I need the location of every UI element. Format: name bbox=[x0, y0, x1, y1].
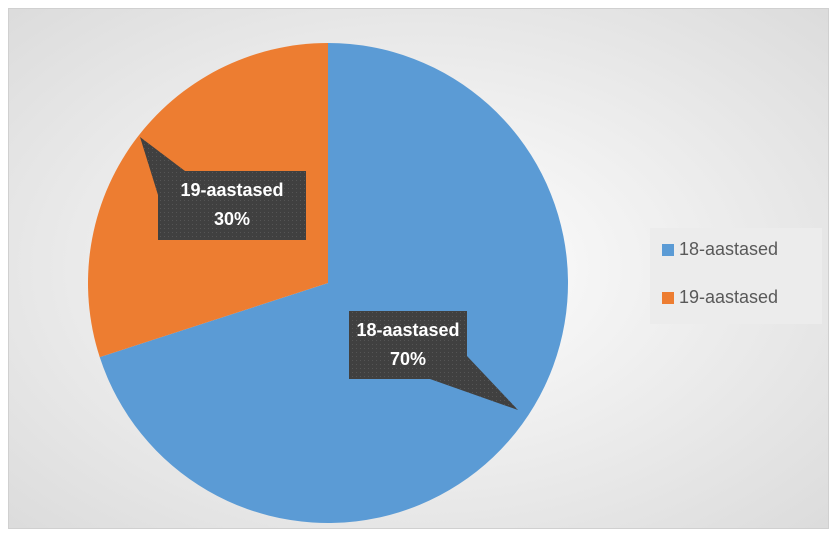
legend-swatch bbox=[662, 244, 674, 256]
pie-slice bbox=[99, 43, 569, 523]
legend-label: 19-aastased bbox=[679, 287, 778, 307]
data-label-box bbox=[349, 311, 467, 379]
data-label-category: 18-aastased bbox=[356, 320, 459, 340]
data-label-value: 30% bbox=[214, 209, 250, 229]
data-label-category: 19-aastased bbox=[180, 180, 283, 200]
data-label-box bbox=[158, 171, 306, 240]
legend-label: 18-aastased bbox=[679, 239, 778, 259]
legend-swatch bbox=[662, 292, 674, 304]
legend-box bbox=[650, 228, 822, 324]
data-label-value: 70% bbox=[390, 349, 426, 369]
